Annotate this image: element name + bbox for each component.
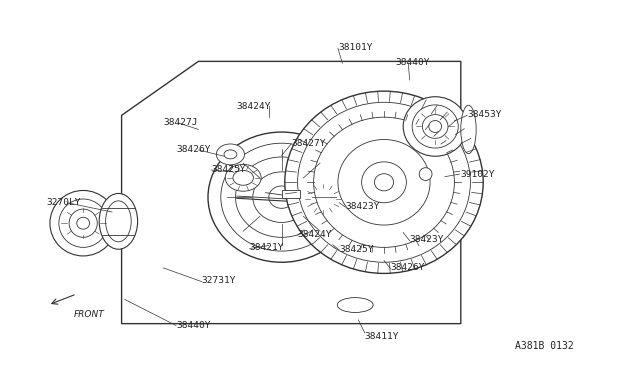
Ellipse shape <box>77 217 90 229</box>
Ellipse shape <box>69 209 97 237</box>
Text: 38424Y: 38424Y <box>237 102 271 110</box>
Text: 38423Y: 38423Y <box>410 235 444 244</box>
Ellipse shape <box>338 140 430 225</box>
Ellipse shape <box>362 162 406 203</box>
Text: 38426Y: 38426Y <box>176 145 211 154</box>
Text: 38101Y: 38101Y <box>338 43 372 52</box>
Ellipse shape <box>403 97 467 156</box>
Ellipse shape <box>216 144 244 165</box>
Ellipse shape <box>285 91 483 273</box>
Text: 38440Y: 38440Y <box>176 321 211 330</box>
Text: 32731Y: 32731Y <box>202 276 236 285</box>
Ellipse shape <box>298 102 470 262</box>
Ellipse shape <box>99 193 138 249</box>
Text: FRONT: FRONT <box>74 310 104 319</box>
Ellipse shape <box>299 179 348 219</box>
Ellipse shape <box>374 174 394 191</box>
Text: 38425Y: 38425Y <box>339 245 374 254</box>
Text: 38440Y: 38440Y <box>396 58 430 67</box>
Ellipse shape <box>422 115 448 138</box>
Text: 38423Y: 38423Y <box>346 202 380 211</box>
Ellipse shape <box>106 201 131 242</box>
Circle shape <box>419 168 432 180</box>
Text: 38427Y: 38427Y <box>291 139 326 148</box>
Ellipse shape <box>412 105 458 148</box>
Ellipse shape <box>461 105 476 154</box>
Ellipse shape <box>224 150 237 159</box>
Ellipse shape <box>314 117 454 247</box>
Ellipse shape <box>225 164 261 191</box>
Ellipse shape <box>50 190 116 256</box>
Text: 38453Y: 38453Y <box>467 110 502 119</box>
Text: 38421Y: 38421Y <box>250 243 284 252</box>
Ellipse shape <box>221 143 342 251</box>
Ellipse shape <box>236 157 328 237</box>
Text: 38427J: 38427J <box>163 118 198 126</box>
Bar <box>282 190 300 198</box>
Text: 38424Y: 38424Y <box>298 230 332 239</box>
Ellipse shape <box>269 186 294 208</box>
Ellipse shape <box>253 172 310 222</box>
Text: 3270LY: 3270LY <box>46 198 81 207</box>
Ellipse shape <box>208 132 355 262</box>
Ellipse shape <box>337 298 373 312</box>
Ellipse shape <box>233 170 253 185</box>
Ellipse shape <box>429 121 442 132</box>
Text: 38425Y: 38425Y <box>211 165 246 174</box>
Ellipse shape <box>309 187 337 211</box>
Text: 39102Y: 39102Y <box>461 170 495 179</box>
Text: A381B 0132: A381B 0132 <box>515 341 573 351</box>
Text: 38411Y: 38411Y <box>365 332 399 341</box>
Ellipse shape <box>59 199 108 247</box>
Text: 38426Y: 38426Y <box>390 263 425 272</box>
